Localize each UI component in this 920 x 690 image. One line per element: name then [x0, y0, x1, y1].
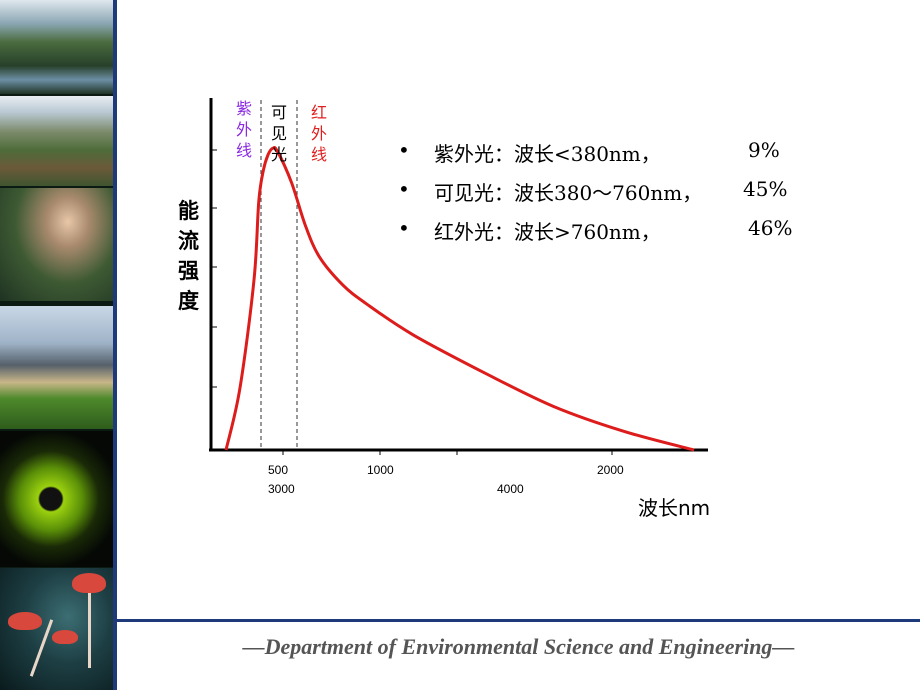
- list-item-visible: • 可见光：波长380～760nm， 45%: [398, 177, 808, 216]
- x-tick-label-1000: 1000: [367, 463, 394, 477]
- x-tick-label-4000: 4000: [497, 482, 524, 496]
- photo-strip: [0, 0, 113, 690]
- list-item-ir: • 红外光：波长>760nm， 46%: [398, 216, 808, 255]
- footer-text: —Department of Environmental Science and…: [242, 634, 795, 659]
- bullet-pct-ir: 46%: [748, 216, 793, 240]
- landscape-photo-forest: [0, 188, 113, 301]
- bullet-marker: •: [398, 138, 410, 162]
- landscape-photo-mountain-plain: [0, 306, 113, 429]
- bullet-pct-uv: 9%: [748, 138, 780, 162]
- mushroom-photo: [0, 568, 113, 690]
- x-axis-title: 波长nm: [638, 496, 711, 520]
- bullet-marker: •: [398, 216, 410, 240]
- band-share-list: • 紫外光：波长<380nm， 9% • 可见光：波长380～760nm， 45…: [398, 138, 808, 255]
- x-tick-label-3000: 3000: [268, 482, 295, 496]
- vertical-divider: [113, 0, 117, 690]
- bullet-marker: •: [398, 177, 410, 201]
- plant-photo-green-flower: [0, 431, 113, 567]
- y-axis-title: 能流强度: [178, 199, 199, 313]
- x-tick-label-500: 500: [268, 463, 289, 477]
- band-dividers: [260, 100, 298, 450]
- footer-divider: [117, 619, 920, 622]
- bullet-pct-visible: 45%: [743, 177, 788, 201]
- landscape-photo-lake: [0, 0, 113, 94]
- list-item-uv: • 紫外光：波长<380nm， 9%: [398, 138, 808, 177]
- spectrum-curve: [224, 146, 695, 452]
- band-label-visible: 可见光: [270, 103, 287, 164]
- chart-axes: [209, 98, 708, 455]
- band-label-ir: 红外线: [310, 103, 327, 164]
- x-tick-label-2000: 2000: [597, 463, 624, 477]
- landscape-photo-river-valley: [0, 96, 113, 186]
- bullet-text-visible: 可见光：波长380～760nm，: [434, 181, 703, 205]
- spectrum-curve-group: [224, 146, 695, 452]
- bullet-text-ir: 红外光：波长>760nm，: [434, 220, 661, 244]
- band-label-uv: 紫外线: [235, 99, 252, 160]
- bullet-text-uv: 紫外光：波长<380nm，: [434, 142, 661, 166]
